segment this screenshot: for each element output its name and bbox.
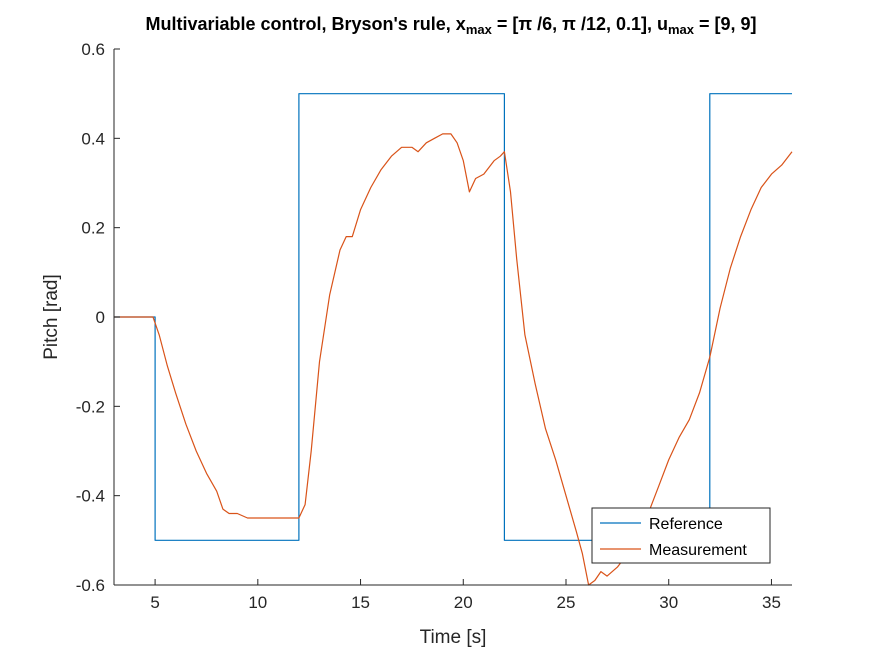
tick-layer: 5 10 15 20 25 30 35 -0.6 -0.4 -0.2 0 0.2 0.4 0.6 <box>76 40 781 612</box>
y-tick-label: 0.4 <box>81 129 105 148</box>
chart-title-lead: Multivariable control, Bryson's rule, x <box>145 14 465 34</box>
x-tick-label: 30 <box>659 593 678 612</box>
x-tick-label: 15 <box>351 593 370 612</box>
y-tick-label: 0 <box>96 308 105 327</box>
y-tick-label: 0.6 <box>81 40 105 59</box>
legend-label-reference: Reference <box>649 516 723 533</box>
y-tick-label: -0.6 <box>76 576 105 595</box>
chart-title: Multivariable control, Bryson's rule, xm… <box>145 14 756 37</box>
legend-label-measurement: Measurement <box>649 542 747 559</box>
chart-title-sub1: max <box>466 22 493 37</box>
chart-title-mid: = [π /6, π /12, 0.1], u <box>492 14 668 34</box>
chart-title-sub2: max <box>668 22 695 37</box>
legend: Reference Measurement <box>591 507 771 564</box>
series-line-reference <box>114 93 792 541</box>
x-tick-label: 10 <box>248 593 267 612</box>
x-tick-label: 5 <box>150 593 159 612</box>
y-axis-title: Pitch [rad] <box>41 274 62 360</box>
chart-title-tail: = [9, 9] <box>694 14 757 34</box>
y-tick-label: 0.2 <box>81 219 105 238</box>
x-axis-title: Time [s] <box>420 627 487 648</box>
series-line-measurement <box>114 133 793 586</box>
series-layer <box>114 93 793 586</box>
x-tick-label: 25 <box>557 593 576 612</box>
y-tick-label: -0.4 <box>76 487 105 506</box>
plot-area <box>114 49 792 585</box>
x-tick-label: 20 <box>454 593 473 612</box>
x-tick-label: 35 <box>762 593 781 612</box>
y-tick-label: -0.2 <box>76 397 105 416</box>
legend-box <box>591 507 771 564</box>
